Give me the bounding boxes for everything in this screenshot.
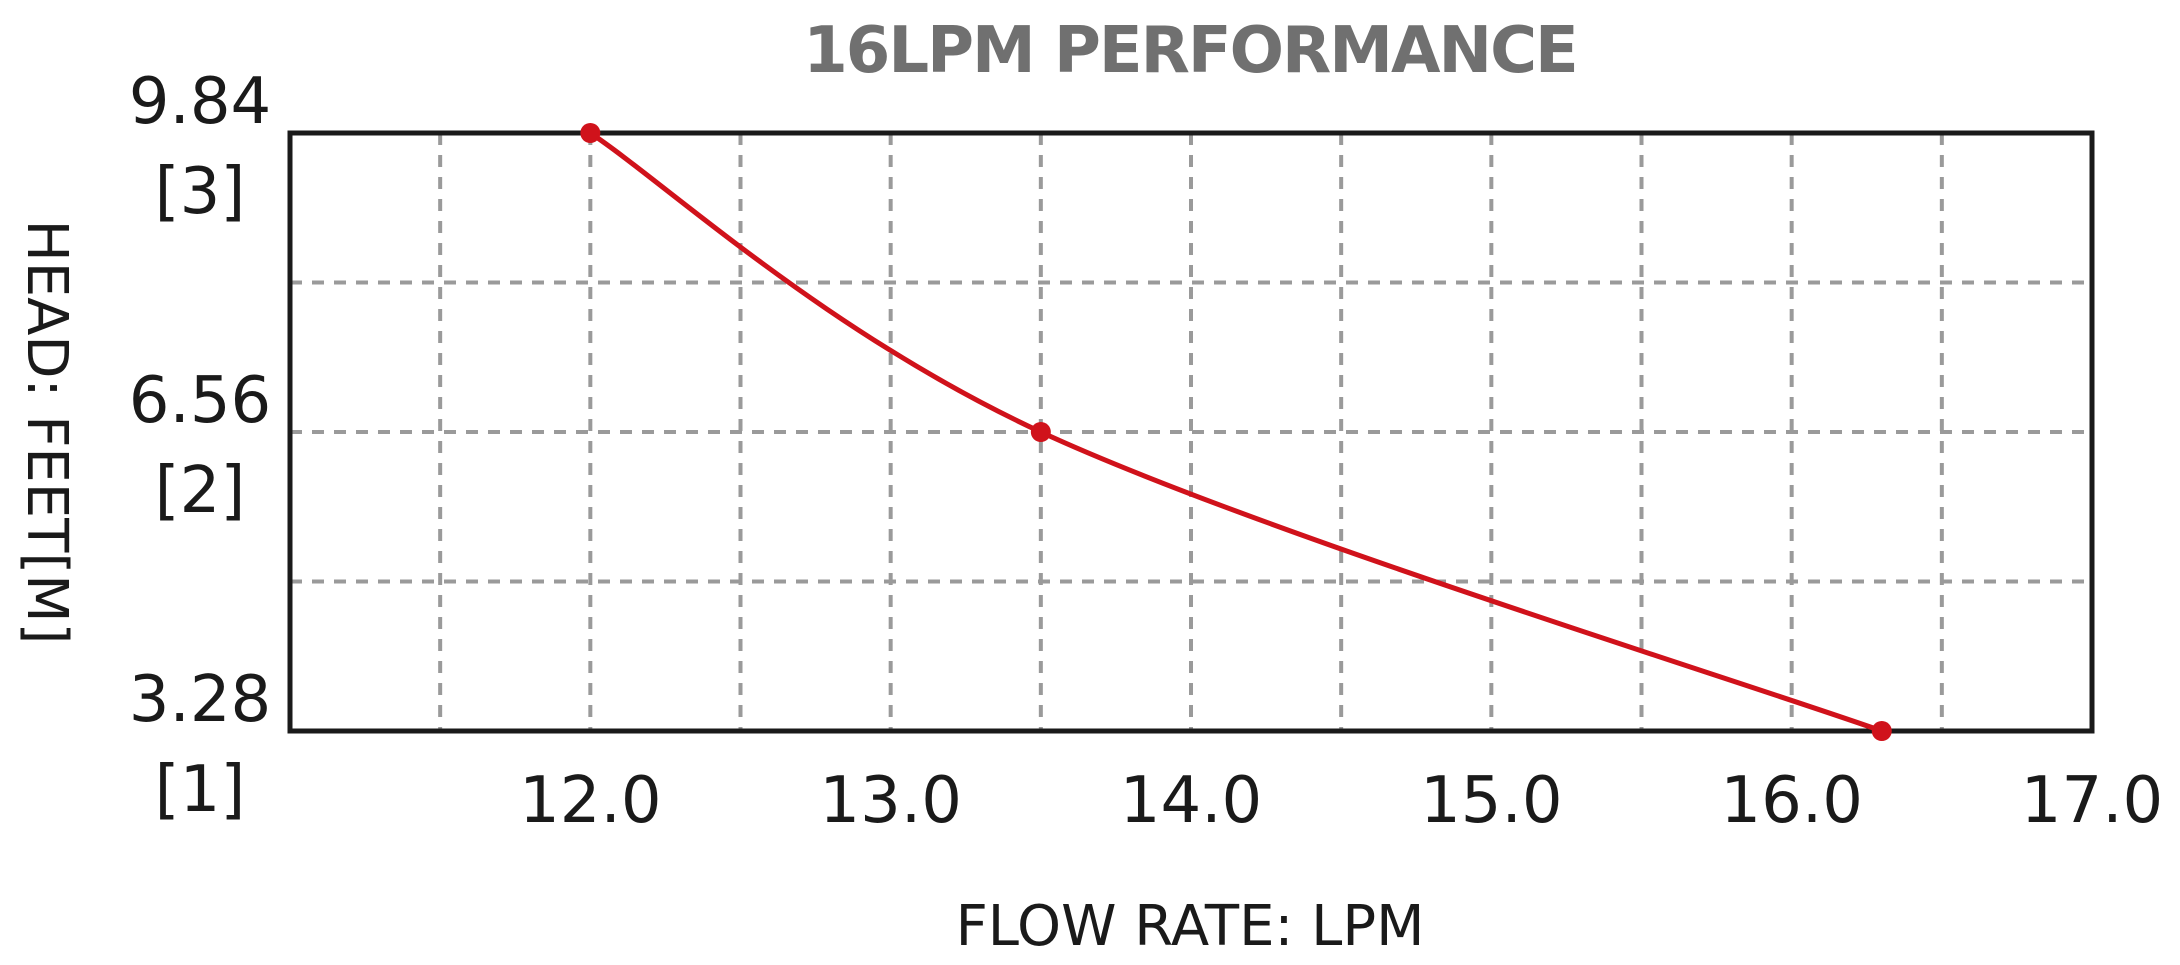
data-point [1030,422,1051,442]
plot-frame [287,130,2095,734]
chart-title: 16LPM PERFORMANCE [803,14,1577,88]
series-layer [580,123,1892,741]
y-tick-label-meters: [2] [155,454,246,528]
series-line [588,130,1883,734]
data-point [580,123,601,143]
x-tick-labels: 12.0 13.0 14.0 15.0 16.0 17.0 [519,764,2163,838]
x-tick-label: 15.0 [1420,764,1563,838]
y-tick-label-feet: 6.56 [129,364,272,438]
x-tick-label: 13.0 [819,764,962,838]
x-tick-label: 17.0 [2021,764,2164,838]
y-tick-label-meters: [3] [155,155,246,229]
x-axis-label: FLOW RATE: LPM [956,894,1425,959]
x-tick-label: 12.0 [519,764,662,838]
y-tick-labels: 9.84 [3] 6.56 [2] 3.28 [1] [129,65,272,827]
y-axis-label: HEAD: FEET[M] [14,220,79,645]
x-tick-label: 14.0 [1120,764,1263,838]
y-tick-label-meters: [1] [155,753,246,827]
y-tick-label-feet: 3.28 [129,663,272,737]
x-tick-label: 16.0 [1720,764,1863,838]
y-tick-label-feet: 9.84 [129,65,272,139]
grid-lines [290,133,2092,731]
data-point [1871,721,1892,741]
